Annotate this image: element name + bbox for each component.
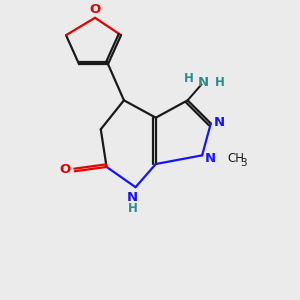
Text: CH: CH: [228, 152, 244, 165]
Text: O: O: [89, 3, 100, 16]
Text: H: H: [184, 72, 194, 85]
Text: H: H: [214, 76, 224, 89]
Text: 3: 3: [240, 158, 246, 168]
Text: N: N: [198, 76, 209, 89]
Text: N: N: [214, 116, 225, 128]
Text: O: O: [60, 163, 71, 176]
Text: N: N: [127, 191, 138, 204]
Text: N: N: [205, 152, 216, 165]
Text: H: H: [128, 202, 138, 214]
